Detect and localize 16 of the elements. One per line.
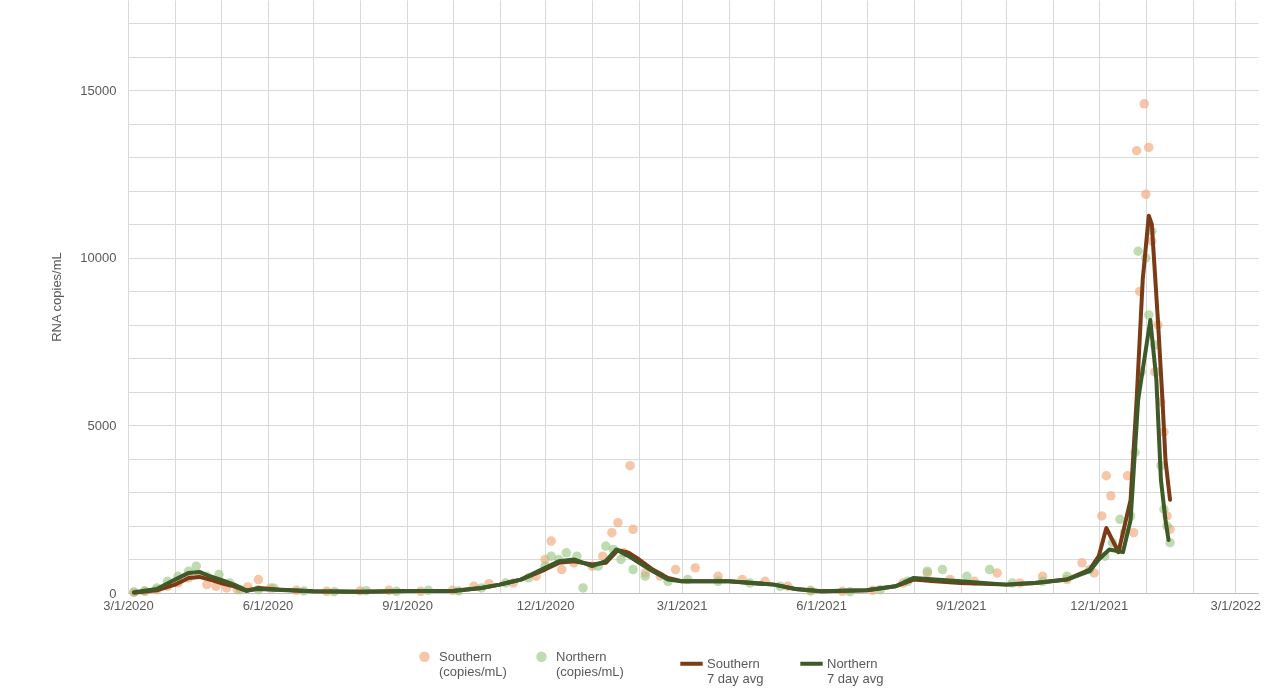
x-tick-label: 3/1/2021 — [656, 597, 708, 613]
y-tick-label: 15000 — [80, 82, 117, 98]
x-tick-label: 3/1/2022 — [1210, 597, 1262, 613]
legend-label: Northern (copies/mL) — [556, 648, 624, 679]
legend-label: Northern 7 day avg — [827, 655, 884, 686]
x-tick-label: 6/1/2021 — [796, 597, 847, 613]
x-tick-label: 9/1/2021 — [935, 597, 987, 613]
legend-label: Southern (copies/mL) — [439, 648, 507, 679]
x-tick-label: 12/1/2020 — [516, 597, 575, 613]
y-tick-label: 5000 — [87, 417, 117, 433]
x-tick-label: 12/1/2021 — [1070, 597, 1129, 613]
y-axis-title: RNA copies/mL — [49, 252, 65, 342]
legend-label: Southern 7 day avg — [707, 655, 764, 686]
x-tick-label: 9/1/2020 — [382, 597, 433, 613]
x-tick-label: 6/1/2020 — [242, 597, 294, 613]
y-tick-label: 10000 — [80, 250, 117, 266]
